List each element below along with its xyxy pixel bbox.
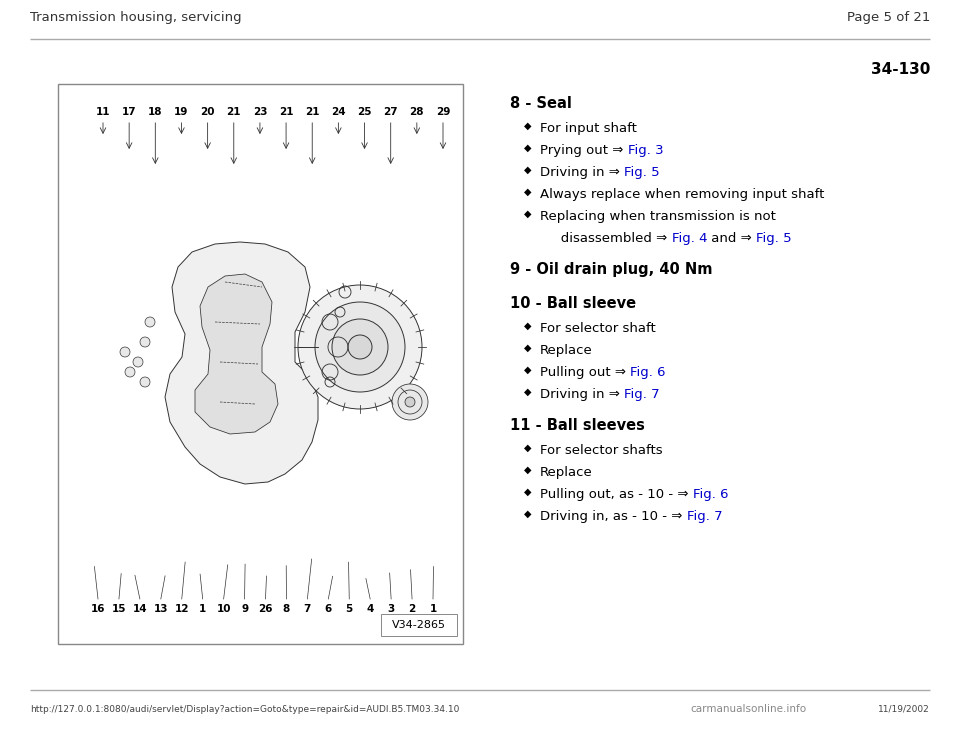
Text: 13: 13	[154, 604, 168, 614]
Text: V34-2865: V34-2865	[392, 620, 446, 630]
Text: ◆: ◆	[524, 121, 532, 131]
Circle shape	[315, 302, 405, 392]
Circle shape	[133, 357, 143, 367]
Text: 6: 6	[324, 604, 332, 614]
FancyBboxPatch shape	[381, 614, 457, 636]
Text: 5: 5	[346, 604, 353, 614]
Text: 21: 21	[305, 107, 320, 117]
Text: 16: 16	[91, 604, 106, 614]
Text: 26: 26	[258, 604, 273, 614]
Circle shape	[298, 285, 422, 409]
Text: ◆: ◆	[524, 165, 532, 175]
Text: ◆: ◆	[524, 509, 532, 519]
Text: Fig. 5: Fig. 5	[756, 232, 792, 245]
Text: 8 - Seal: 8 - Seal	[510, 96, 572, 111]
Text: Prying out ⇒: Prying out ⇒	[540, 144, 628, 157]
Text: 21: 21	[278, 107, 294, 117]
Text: Replace: Replace	[540, 466, 592, 479]
Text: Fig. 6: Fig. 6	[631, 366, 665, 379]
Text: ◆: ◆	[524, 465, 532, 475]
Circle shape	[392, 384, 428, 420]
Text: 9: 9	[241, 604, 248, 614]
Circle shape	[398, 390, 422, 414]
Text: 11/19/2002: 11/19/2002	[878, 704, 930, 714]
Text: ◆: ◆	[524, 321, 532, 331]
Text: Pulling out ⇒: Pulling out ⇒	[540, 366, 631, 379]
Text: Driving in, as - 10 - ⇒: Driving in, as - 10 - ⇒	[540, 510, 686, 523]
Text: 1: 1	[199, 604, 206, 614]
Circle shape	[125, 367, 135, 377]
Text: 15: 15	[111, 604, 126, 614]
Text: 14: 14	[132, 604, 147, 614]
Circle shape	[120, 347, 130, 357]
Circle shape	[140, 337, 150, 347]
Text: Fig. 5: Fig. 5	[624, 166, 660, 179]
Text: ◆: ◆	[524, 343, 532, 353]
Text: 9 - Oil drain plug, 40 Nm: 9 - Oil drain plug, 40 Nm	[510, 262, 712, 277]
Text: Driving in ⇒: Driving in ⇒	[540, 388, 624, 401]
Text: 3: 3	[388, 604, 395, 614]
Polygon shape	[195, 274, 278, 434]
Text: 17: 17	[122, 107, 136, 117]
Text: Fig. 7: Fig. 7	[686, 510, 722, 523]
Text: 23: 23	[252, 107, 267, 117]
Text: Transmission housing, servicing: Transmission housing, servicing	[30, 10, 242, 24]
Text: 8: 8	[283, 604, 290, 614]
Text: Fig. 3: Fig. 3	[628, 144, 663, 157]
Circle shape	[405, 397, 415, 407]
Text: Replacing when transmission is not: Replacing when transmission is not	[540, 210, 776, 223]
Text: 27: 27	[383, 107, 398, 117]
Text: 2: 2	[408, 604, 416, 614]
Circle shape	[348, 335, 372, 359]
Text: Pulling out, as - 10 - ⇒: Pulling out, as - 10 - ⇒	[540, 488, 693, 501]
Text: disassembled ⇒: disassembled ⇒	[548, 232, 671, 245]
Text: 10 - Ball sleeve: 10 - Ball sleeve	[510, 296, 636, 311]
Text: http://127.0.0.1:8080/audi/servlet/Display?action=Goto&type=repair&id=AUDI.B5.TM: http://127.0.0.1:8080/audi/servlet/Displ…	[30, 704, 460, 714]
Text: Fig. 4: Fig. 4	[671, 232, 707, 245]
Text: 4: 4	[367, 604, 373, 614]
Text: Replace: Replace	[540, 344, 592, 357]
Text: and ⇒: and ⇒	[707, 232, 756, 245]
Text: 20: 20	[201, 107, 215, 117]
Text: Fig. 7: Fig. 7	[624, 388, 660, 401]
Text: ◆: ◆	[524, 209, 532, 219]
Text: 11: 11	[96, 107, 110, 117]
Circle shape	[145, 317, 155, 327]
Text: ◆: ◆	[524, 143, 532, 153]
Circle shape	[332, 319, 388, 375]
Polygon shape	[165, 242, 318, 484]
Text: Page 5 of 21: Page 5 of 21	[847, 10, 930, 24]
Text: 11 - Ball sleeves: 11 - Ball sleeves	[510, 418, 645, 433]
Text: 29: 29	[436, 107, 450, 117]
Text: Fig. 6: Fig. 6	[693, 488, 729, 501]
Text: 24: 24	[331, 107, 346, 117]
Text: carmanualsonline.info: carmanualsonline.info	[690, 704, 806, 714]
Text: For selector shafts: For selector shafts	[540, 444, 662, 457]
Text: 21: 21	[227, 107, 241, 117]
Text: 34-130: 34-130	[871, 62, 930, 77]
Text: 1: 1	[429, 604, 437, 614]
Text: For input shaft: For input shaft	[540, 122, 636, 135]
Text: 19: 19	[175, 107, 189, 117]
Text: ◆: ◆	[524, 365, 532, 375]
Text: ◆: ◆	[524, 187, 532, 197]
Text: ◆: ◆	[524, 387, 532, 397]
FancyBboxPatch shape	[58, 84, 463, 644]
Text: Driving in ⇒: Driving in ⇒	[540, 166, 624, 179]
Text: ◆: ◆	[524, 487, 532, 497]
Text: For selector shaft: For selector shaft	[540, 322, 656, 335]
Circle shape	[140, 377, 150, 387]
Text: 28: 28	[410, 107, 424, 117]
Text: ◆: ◆	[524, 443, 532, 453]
Text: 25: 25	[357, 107, 372, 117]
Text: Always replace when removing input shaft: Always replace when removing input shaft	[540, 188, 825, 201]
Text: 7: 7	[303, 604, 311, 614]
Text: 12: 12	[175, 604, 189, 614]
Text: 18: 18	[148, 107, 162, 117]
Text: 10: 10	[216, 604, 230, 614]
